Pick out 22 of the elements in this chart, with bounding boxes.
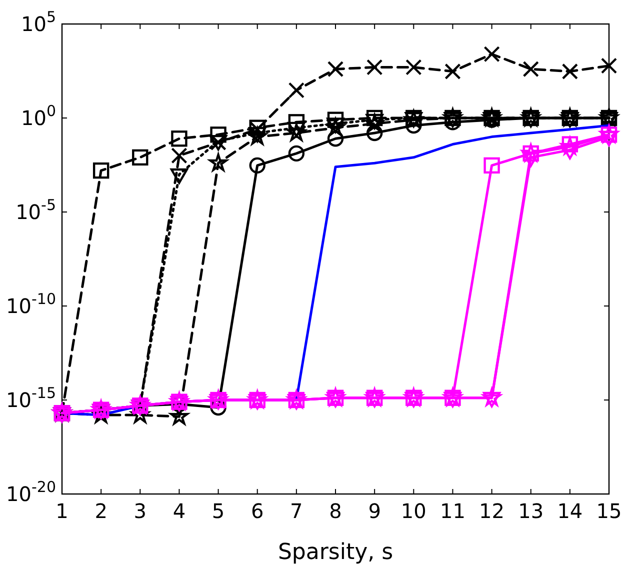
x-tick-label: 10 bbox=[400, 499, 426, 523]
y-tick-label: 10$^{-5}$ bbox=[16, 196, 56, 224]
y-tick-label: 10$^{-10}$ bbox=[6, 290, 56, 318]
x-tick-label: 12 bbox=[479, 499, 505, 523]
x-tick-label: 8 bbox=[329, 499, 342, 523]
x-tick-label: 5 bbox=[212, 499, 225, 523]
y-tick-label: 10$^{0}$ bbox=[21, 102, 56, 130]
x-tick-label: 9 bbox=[368, 499, 381, 523]
x-tick-label: 3 bbox=[134, 499, 147, 523]
y-tick-label: 10$^{-20}$ bbox=[6, 478, 56, 506]
x-tick-label: 1 bbox=[56, 499, 68, 523]
x-tick-label: 4 bbox=[172, 499, 186, 523]
x-axis-title: Sparsity, s bbox=[278, 540, 394, 565]
x-tick-label: 13 bbox=[518, 499, 544, 523]
x-tick-label: 11 bbox=[440, 499, 466, 523]
x-tick-label: 7 bbox=[290, 499, 303, 523]
x-tick-label: 6 bbox=[250, 499, 264, 523]
y-tick-label: 10$^{5}$ bbox=[21, 8, 56, 36]
x-tick-label: 14 bbox=[557, 499, 583, 523]
x-tick-label: 15 bbox=[596, 499, 622, 523]
y-tick-label: 10$^{-15}$ bbox=[6, 384, 56, 412]
x-tick-label: 2 bbox=[94, 499, 108, 523]
